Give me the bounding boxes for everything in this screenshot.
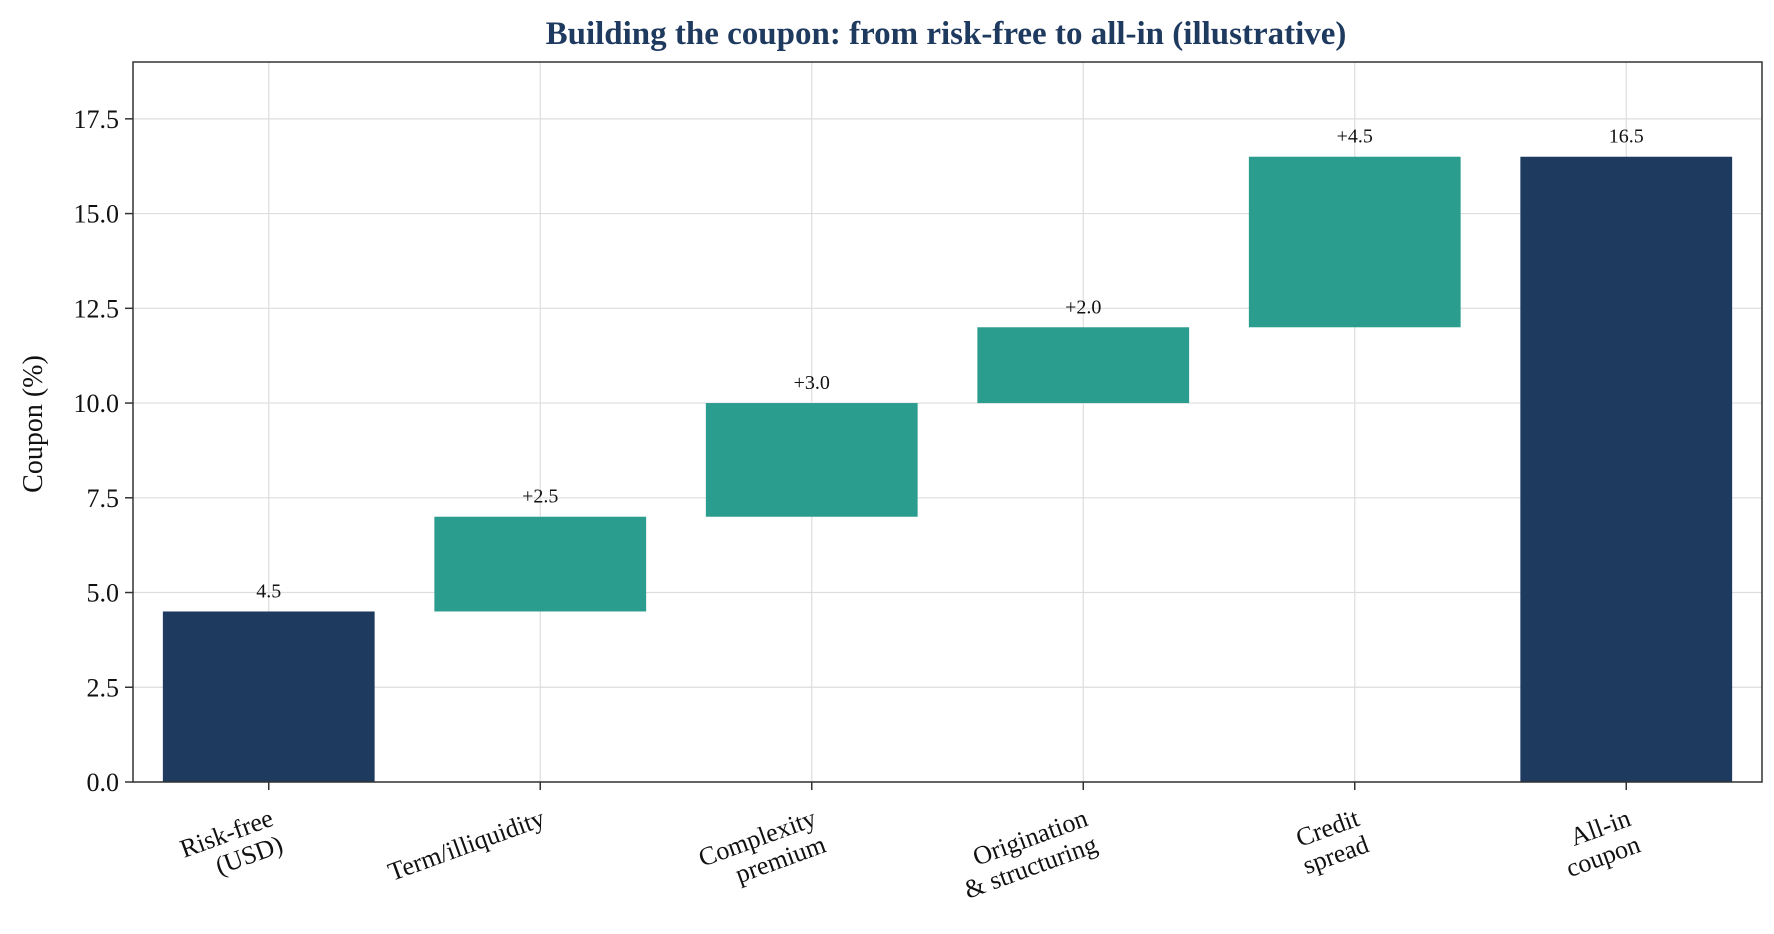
bars [162,156,1733,783]
bar-value-label: 4.5 [256,580,281,602]
y-tick-label: 17.5 [74,105,120,134]
bar-value-label: +4.5 [1337,126,1373,148]
x-tick-label: Term/illiquidity [384,803,548,886]
y-tick-label: 10.0 [74,389,120,418]
x-tick-label-line: Term/illiquidity [384,803,548,886]
chart-title: Building the coupon: from risk-free to a… [546,16,1347,52]
bar-increment [977,327,1190,404]
x-tick-label: Risk-free(USD) [176,803,286,880]
y-tick-label: 12.5 [74,294,120,323]
x-tick-label: Origination& structuring [960,803,1101,904]
data-labels: 4.5 +2.5 +3.0 +2.0 +4.5 16.5 [256,126,1644,603]
plot-frame [132,61,1763,783]
bar-total [162,611,375,782]
y-tick-label: 0.0 [87,768,120,797]
bar-increment [1248,156,1461,328]
bar-value-label: +3.0 [794,372,830,394]
y-tick-label: 2.5 [87,673,120,702]
bar-increment [434,516,647,612]
gridlines [133,62,1762,783]
y-tick-label: 15.0 [74,200,120,229]
bar-value-label: 16.5 [1609,126,1644,148]
bar-value-label: +2.5 [522,486,558,508]
bar-value-label: +2.0 [1065,296,1101,318]
y-tick-label: 7.5 [87,484,120,513]
bar-increment [705,403,918,517]
y-tick-label: 5.0 [87,579,120,608]
bar-total [1520,156,1733,783]
y-axis-label: Coupon (%) [18,355,49,493]
